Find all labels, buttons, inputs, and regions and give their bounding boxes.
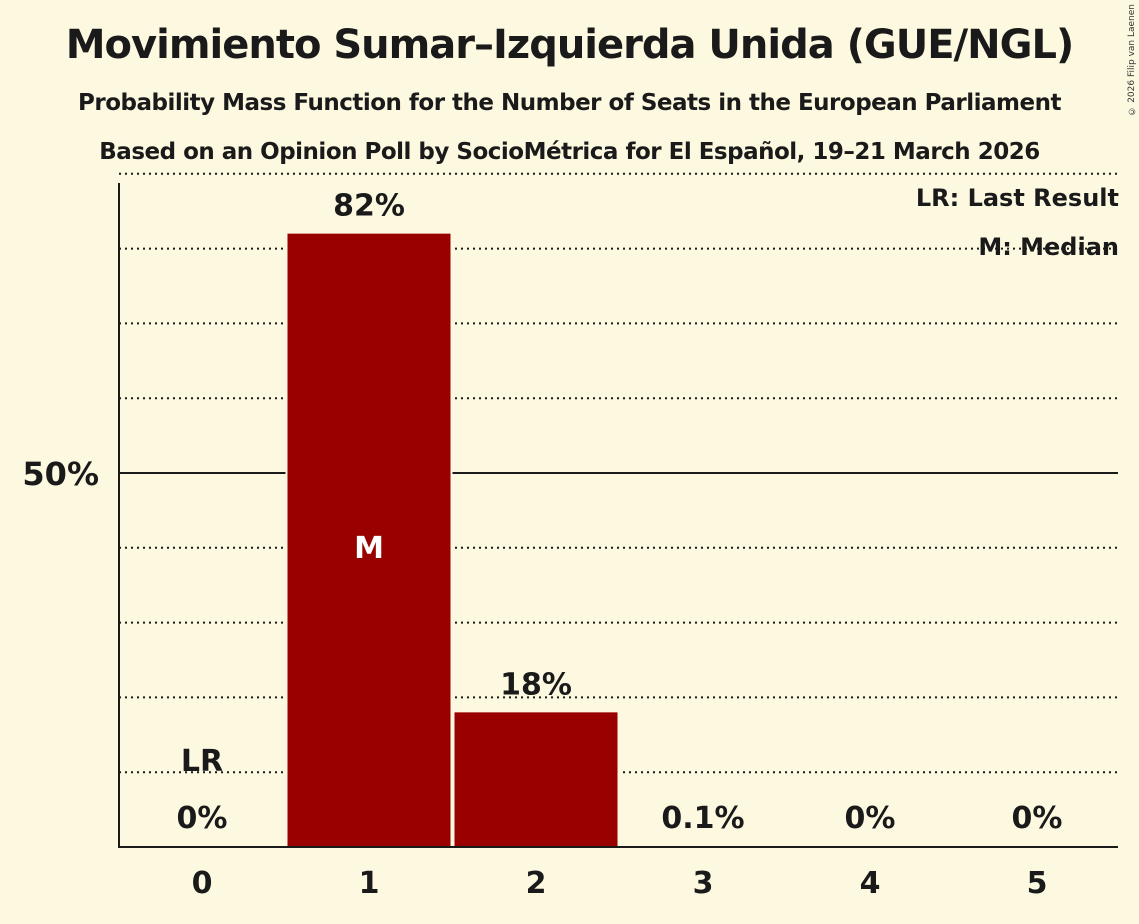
x-tick-label: 1 bbox=[359, 866, 380, 901]
bar-value-label: 0% bbox=[845, 801, 896, 836]
bar-value-label: 0% bbox=[1012, 801, 1063, 836]
bar-value-label: 0.1% bbox=[661, 801, 744, 836]
median-marker: M bbox=[354, 531, 384, 566]
x-tick-label: 5 bbox=[1027, 866, 1048, 901]
bar-value-label: 18% bbox=[500, 667, 572, 702]
bar-seats-2 bbox=[454, 712, 618, 847]
x-tick-label: 2 bbox=[526, 866, 547, 901]
legend-median: M: Median bbox=[978, 233, 1119, 261]
x-tick-label: 3 bbox=[693, 866, 714, 901]
y-tick-label: 50% bbox=[22, 455, 99, 493]
bar-seats-1 bbox=[287, 233, 451, 847]
chart-title: Movimiento Sumar–Izquierda Unida (GUE/NG… bbox=[65, 22, 1075, 68]
legend-last-result: LR: Last Result bbox=[915, 184, 1119, 212]
bar-value-label: 0% bbox=[177, 801, 228, 836]
chart-source-subtitle: Based on an Opinion Poll by SocioMétrica… bbox=[99, 139, 1040, 165]
x-tick-label: 4 bbox=[860, 866, 881, 901]
bar-value-label: 82% bbox=[333, 189, 405, 224]
x-tick-label: 0 bbox=[192, 866, 213, 901]
chart-subtitle: Probability Mass Function for the Number… bbox=[78, 90, 1061, 116]
last-result-marker: LR bbox=[181, 744, 223, 779]
